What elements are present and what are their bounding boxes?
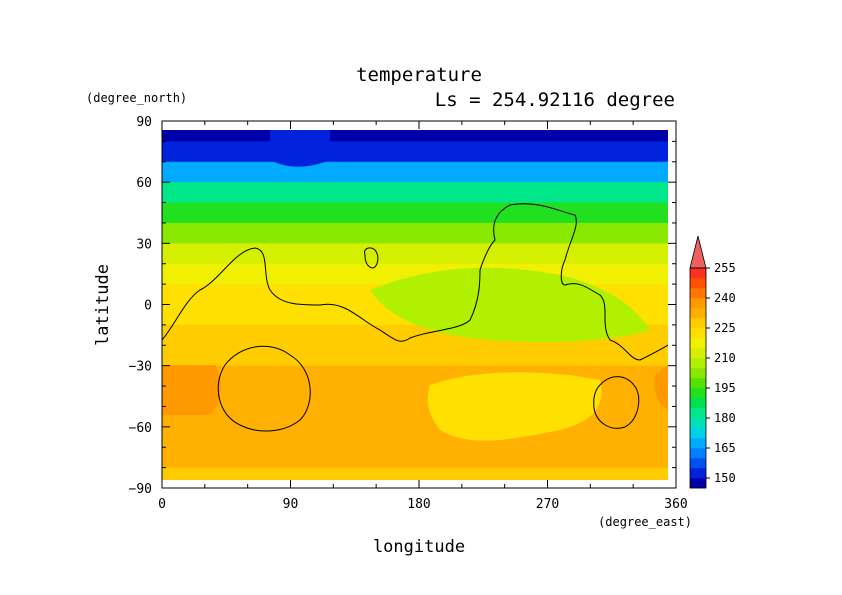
- colorbar-frame: [689, 267, 707, 489]
- temperature-field: [162, 130, 668, 480]
- colorbar-swatch: [690, 448, 706, 459]
- x-tick-label: 0: [158, 497, 166, 512]
- equatorial-green-region: [370, 267, 650, 342]
- y-tick-label: 60: [136, 176, 152, 191]
- lat-band-15: [162, 426, 668, 448]
- colorbar-swatch: [690, 398, 706, 409]
- colorbar-tick-label: 180: [714, 411, 736, 425]
- contour-argyre-basin: [593, 376, 640, 429]
- colorbar-tick-label: 225: [714, 321, 736, 335]
- colorbar-swatch: [690, 278, 706, 289]
- colorbar-swatch: [690, 468, 706, 479]
- contour-small-island: [364, 247, 379, 269]
- southern-cool-region: [427, 372, 602, 441]
- y-units-label: (degree_north): [86, 91, 187, 105]
- y-tick-label: −60: [129, 421, 152, 436]
- colorbar-labels: 150 165 180 195 210 225 240 255: [706, 261, 736, 485]
- x-tick-label: 360: [664, 497, 687, 512]
- colorbar-swatch: [690, 438, 706, 449]
- colorbar-swatch: [690, 378, 706, 389]
- colorbar-swatch: [690, 328, 706, 339]
- colorbar-tick-label: 150: [714, 471, 736, 485]
- lat-band-2: [162, 161, 668, 183]
- colorbar-tick-label: 165: [714, 441, 736, 455]
- southern-warm-patch-east: [654, 365, 668, 410]
- y-tick-label: −90: [129, 482, 152, 497]
- y-tick-label: 30: [136, 237, 152, 252]
- x-tick-label: 180: [407, 497, 430, 512]
- colorbar-swatch: [690, 298, 706, 309]
- colorbar-swatch: [690, 338, 706, 349]
- lat-band-3: [162, 182, 668, 204]
- lat-band-11: [162, 345, 668, 367]
- axis-tick-labels: 0 90 180 270 360 90 60 30 0 −30 −60 −90: [129, 115, 688, 512]
- colorbar-tick-label: 255: [714, 261, 736, 275]
- colorbar-swatch: [690, 318, 706, 329]
- lat-band-1: [162, 141, 668, 163]
- colorbar-swatch: [690, 358, 706, 369]
- contour-main: [162, 203, 668, 361]
- colorbar-tick-label: 195: [714, 381, 736, 395]
- lat-band-0: [162, 130, 668, 142]
- colorbar-tick-label: 240: [714, 291, 736, 305]
- x-tick-label: 90: [283, 497, 299, 512]
- colorbar-swatch: [690, 288, 706, 299]
- lat-band-17: [162, 467, 668, 480]
- colorbar: [689, 235, 707, 489]
- y-axis-label: latitude: [93, 264, 113, 346]
- chart-title: temperature: [356, 64, 482, 86]
- lat-band-6: [162, 243, 668, 265]
- x-axis-label: longitude: [373, 537, 465, 557]
- colorbar-swatch: [690, 428, 706, 439]
- colorbar-swatch: [690, 418, 706, 429]
- y-tick-label: 90: [136, 115, 152, 130]
- chart-subtitle: Ls = 254.92116 degree: [435, 89, 675, 111]
- lat-band-16: [162, 447, 668, 469]
- y-tick-label: −30: [129, 360, 152, 375]
- lat-band-4: [162, 202, 668, 224]
- axis-ticks: [161, 120, 677, 489]
- contour-hellas-basin: [217, 345, 311, 432]
- colorbar-swatch: [690, 368, 706, 379]
- colorbar-swatch: [690, 268, 706, 279]
- colorbar-swatch: [690, 408, 706, 419]
- polar-cold-core: [270, 130, 330, 167]
- x-tick-label: 270: [536, 497, 559, 512]
- colorbar-tick-label: 210: [714, 351, 736, 365]
- y-tick-label: 0: [144, 299, 152, 314]
- colorbar-swatch: [690, 458, 706, 469]
- colorbar-overflow-arrow: [689, 235, 707, 269]
- colorbar-swatch: [690, 388, 706, 399]
- colorbar-swatch: [690, 478, 706, 489]
- southern-warm-patch-west: [162, 365, 222, 415]
- topography-contours: [162, 203, 668, 432]
- x-units-label: (degree_east): [598, 515, 692, 529]
- colorbar-swatch: [690, 308, 706, 319]
- colorbar-swatch: [690, 348, 706, 359]
- lat-band-5: [162, 222, 668, 244]
